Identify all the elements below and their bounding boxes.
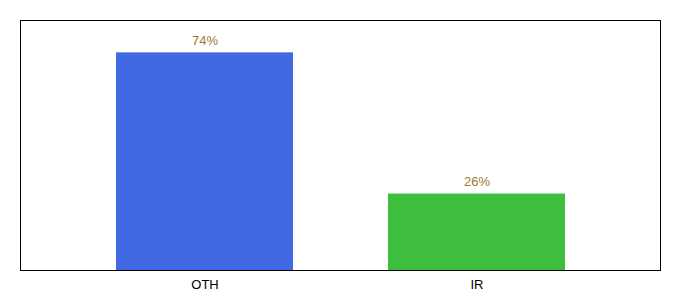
svg-text:26%: 26%: [464, 174, 490, 189]
svg-text:74%: 74%: [192, 33, 218, 48]
svg-text:OTH: OTH: [191, 277, 218, 292]
svg-text:IR: IR: [471, 277, 484, 292]
